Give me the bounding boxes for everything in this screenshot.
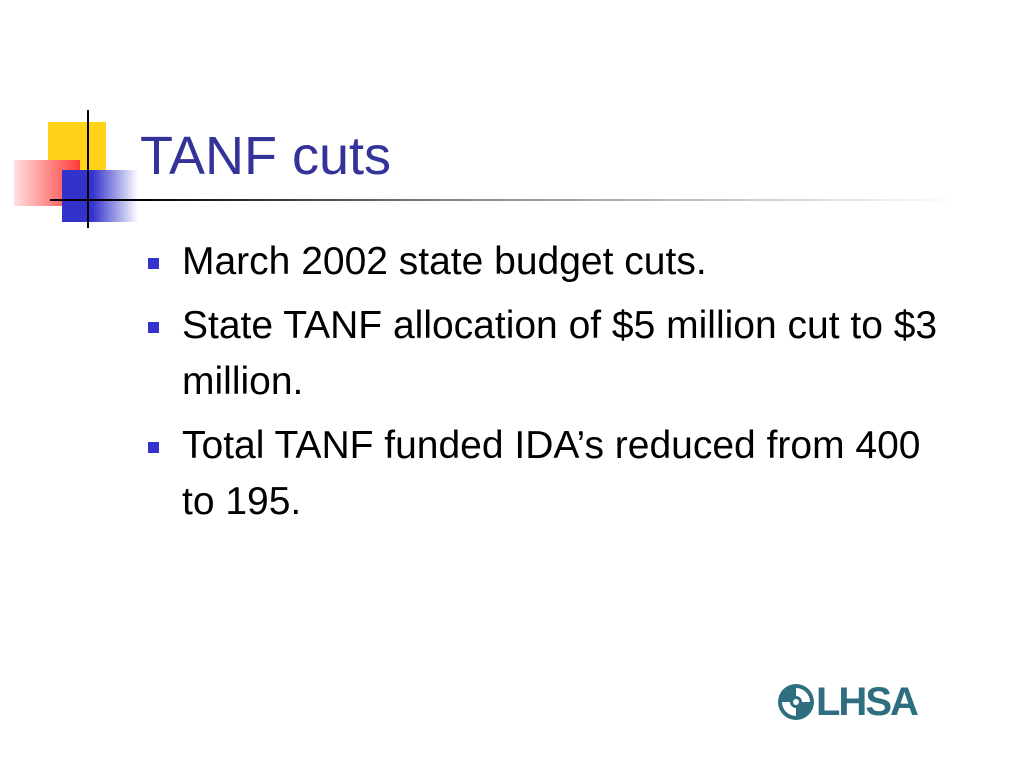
logo-swirl xyxy=(778,684,814,720)
bullet-marker xyxy=(148,322,159,333)
bullet-marker xyxy=(148,442,159,453)
bullet-item: State TANF allocation of $5 million cut … xyxy=(146,298,946,410)
bullet-text: Total TANF funded IDA’s reduced from 400… xyxy=(182,424,921,523)
bullet-item: Total TANF funded IDA’s reduced from 400… xyxy=(146,418,946,530)
title-rule xyxy=(50,199,960,201)
slide-title: TANF cuts xyxy=(140,126,392,186)
logo: LHSA xyxy=(776,678,919,726)
bullet-text: State TANF allocation of $5 million cut … xyxy=(182,304,938,403)
bullet-list: March 2002 state budget cuts. State TANF… xyxy=(146,234,946,538)
bullet-item: March 2002 state budget cuts. xyxy=(146,234,946,290)
vertical-rule xyxy=(87,110,89,228)
bullet-marker xyxy=(148,258,159,269)
logo-text: LHSA xyxy=(816,680,919,724)
blue-block xyxy=(62,170,138,222)
bullet-text: March 2002 state budget cuts. xyxy=(182,240,707,283)
